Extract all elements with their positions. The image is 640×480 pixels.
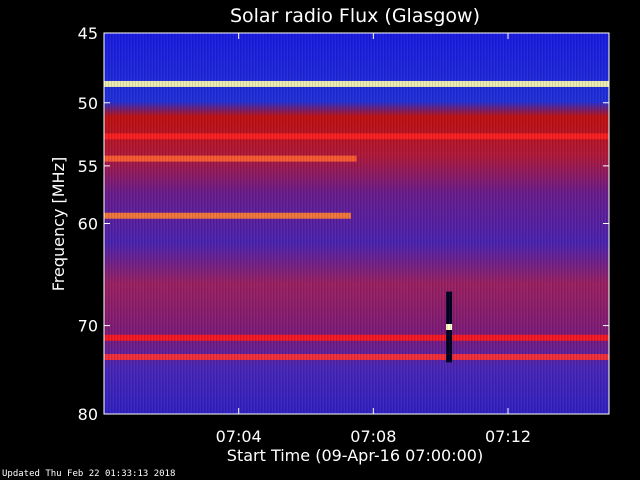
plot-texture: [104, 33, 609, 414]
y-tick-label-3: 60: [78, 215, 98, 234]
x-axis-ticks: 07:04 07:08 07:12: [216, 33, 531, 446]
y-tick-label-5: 80: [78, 405, 98, 424]
x-tick-label-1: 07:08: [350, 427, 396, 446]
y-tick-label-0: 45: [78, 24, 98, 43]
chart-title: Solar radio Flux (Glasgow): [230, 5, 480, 27]
y-tick-label-4: 70: [78, 317, 98, 336]
x-tick-label-2: 07:12: [485, 427, 531, 446]
updated-timestamp: Updated Thu Feb 22 01:33:13 2018: [2, 469, 176, 479]
x-axis-label: Start Time (09-Apr-16 07:00:00): [227, 446, 483, 465]
x-tick-label-0: 07:04: [216, 427, 262, 446]
y-tick-label-2: 55: [78, 157, 98, 176]
y-axis-ticks: 45 50 55 60 70 80: [78, 24, 609, 424]
y-tick-label-1: 50: [78, 94, 98, 113]
y-axis-label: Frequency [MHz]: [49, 157, 68, 291]
